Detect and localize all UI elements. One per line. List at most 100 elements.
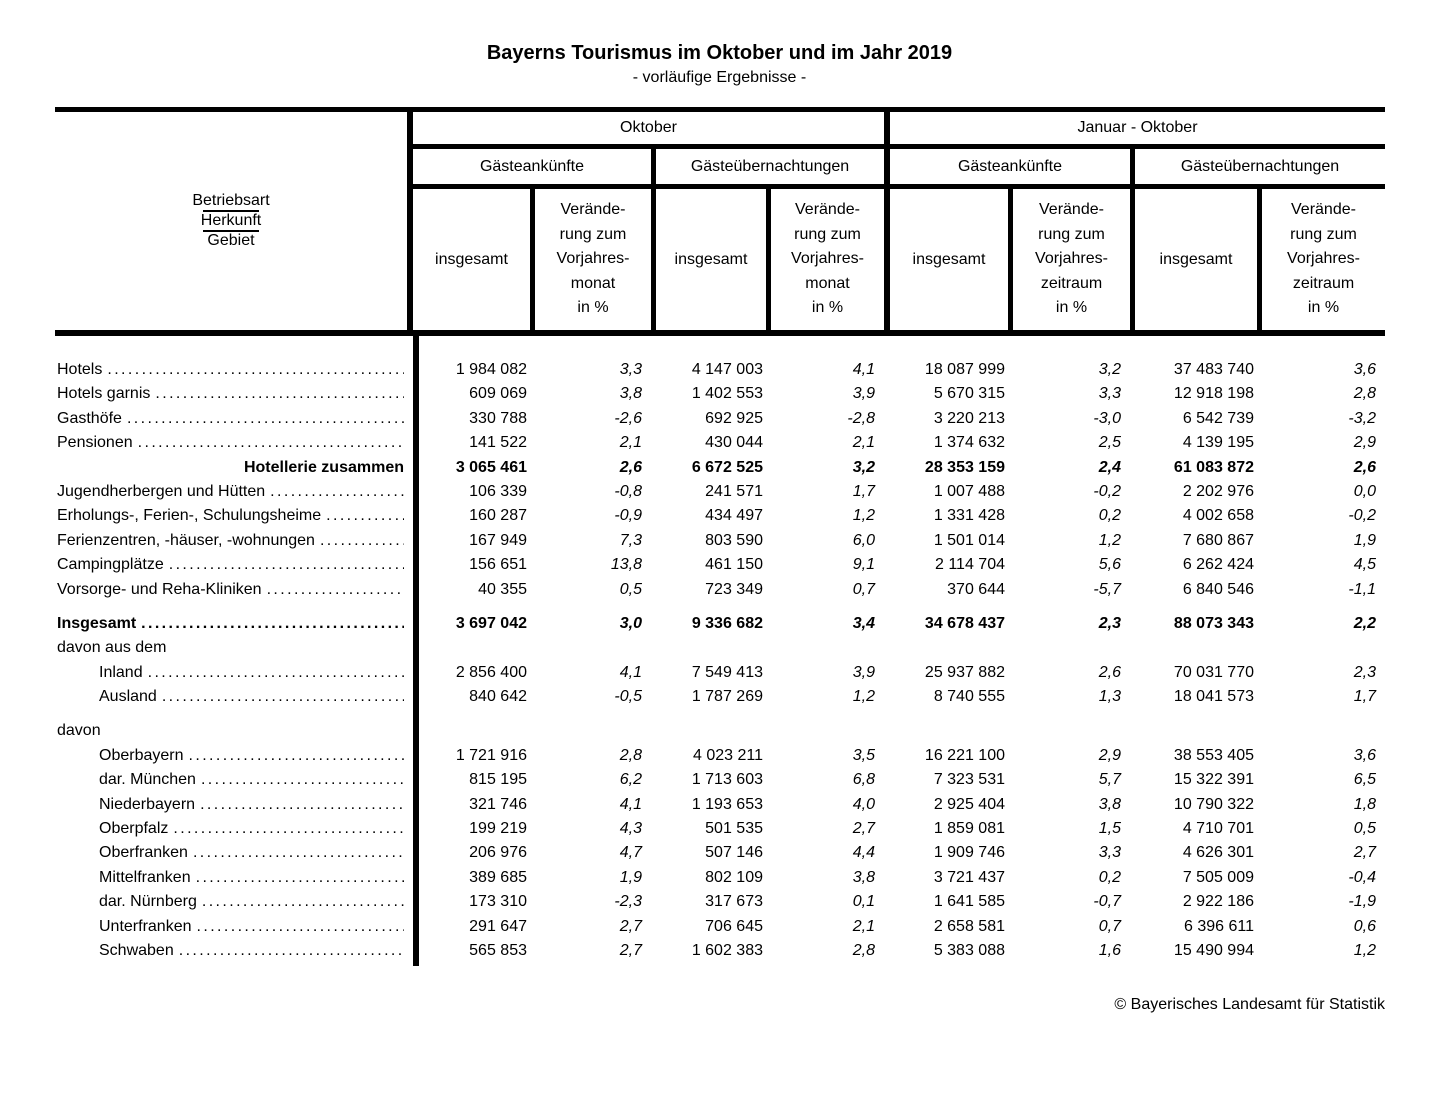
- cell-nights-total-okt: 317 673: [705, 893, 763, 911]
- cell-nights-change-okt: [766, 719, 884, 743]
- cell-nights-total-jan-okt: [1130, 636, 1257, 660]
- cell-nights-change-okt: 2,1: [852, 434, 875, 452]
- row-label-text: davon: [57, 722, 101, 740]
- cell-nights-total-jan-okt: 70 031 770: [1173, 663, 1254, 681]
- row-label: Hotels..................................…: [55, 358, 413, 382]
- cell-arrivals-total-okt: 40 355: [478, 580, 527, 598]
- row-label: Gasthöfe................................…: [55, 407, 413, 431]
- stub-divider-line: [203, 210, 259, 212]
- dot-leader: ........................................…: [201, 893, 404, 911]
- cell-arrivals-total-okt: 199 219: [469, 820, 527, 838]
- cell-arrivals-total-okt: 840 642: [469, 688, 527, 706]
- cell-nights-change-jan-okt: 1,9: [1353, 531, 1376, 549]
- table-row: Ferienzentren, -häuser, -wohnungen......…: [55, 529, 1385, 553]
- cell-arrivals-change-jan-okt: 3,3: [1098, 385, 1121, 403]
- cell-nights-total-jan-okt: 6 542 739: [1182, 409, 1254, 427]
- row-label-text: davon aus dem: [57, 639, 167, 657]
- table-row: Campingplätze...........................…: [55, 553, 1385, 577]
- cell-arrivals-total-jan-okt: 3 220 213: [933, 409, 1005, 427]
- cell-arrivals-change-jan-okt: -0,7: [1093, 893, 1121, 911]
- cell-nights-change-jan-okt: 1,2: [1353, 941, 1376, 959]
- cell-arrivals-total-jan-okt: 1 374 632: [933, 434, 1005, 452]
- cell-nights-change-jan-okt: 3,6: [1353, 746, 1376, 764]
- table-row: Mittelfranken...........................…: [55, 866, 1385, 890]
- metric-header-arrivals-okt: Gästeankünfte: [413, 149, 651, 189]
- cell-nights-change-jan-okt: 2,9: [1353, 434, 1376, 452]
- cell-arrivals-change-okt: 7,3: [619, 531, 642, 549]
- cell-arrivals-change-jan-okt: 2,4: [1098, 458, 1121, 476]
- row-label: Vorsorge- und Reha-Kliniken.............…: [55, 578, 413, 602]
- cell-arrivals-total-okt: 141 522: [469, 434, 527, 452]
- dot-leader: ........................................…: [192, 844, 404, 862]
- cell-nights-total-jan-okt: 7 680 867: [1182, 531, 1254, 549]
- cell-nights-total-jan-okt: 4 626 301: [1182, 844, 1254, 862]
- cell-nights-total-okt: 430 044: [705, 434, 763, 452]
- cell-nights-total-okt: 1 602 383: [691, 941, 763, 959]
- cell-arrivals-change-okt: -0,9: [614, 507, 642, 525]
- cell-arrivals-total-jan-okt: 1 331 428: [933, 507, 1005, 525]
- cell-arrivals-change-okt: -2,6: [614, 409, 642, 427]
- cell-nights-change-jan-okt: 2,3: [1353, 663, 1376, 681]
- cell-nights-change-okt: 1,2: [852, 507, 875, 525]
- cell-nights-total-jan-okt: 15 322 391: [1173, 771, 1254, 789]
- cell-arrivals-total-okt: 156 651: [469, 556, 527, 574]
- cell-nights-change-okt: 0,7: [852, 580, 875, 598]
- cell-arrivals-total-okt: 1 721 916: [455, 746, 527, 764]
- cell-nights-change-okt: 9,1: [852, 556, 875, 574]
- cell-nights-total-okt: 706 645: [705, 917, 763, 935]
- table-row: Unterfranken............................…: [55, 915, 1385, 939]
- row-label-text: Jugendherbergen und Hütten: [57, 482, 266, 500]
- cell-arrivals-total-okt: 2 856 400: [455, 663, 527, 681]
- cell-arrivals-total-jan-okt: 3 721 437: [933, 868, 1005, 886]
- cell-arrivals-change-jan-okt: 0,7: [1098, 917, 1121, 935]
- cell-nights-change-jan-okt: -3,2: [1348, 409, 1376, 427]
- table-row: Ausland.................................…: [55, 685, 1385, 709]
- cell-arrivals-total-jan-okt: 1 501 014: [933, 531, 1005, 549]
- col-header-change: Verände- rung zum Vorjahres- monat in %: [766, 189, 884, 330]
- cell-arrivals-change-jan-okt: 0,2: [1098, 868, 1121, 886]
- table-row: Oberbayern..............................…: [55, 744, 1385, 768]
- cell-arrivals-change-okt: 3,3: [619, 361, 642, 378]
- cell-nights-change-okt: 6,8: [852, 771, 875, 789]
- cell-arrivals-change-jan-okt: 3,2: [1098, 361, 1121, 378]
- row-label: Hotels garnis...........................…: [55, 382, 413, 406]
- cell-arrivals-change-jan-okt: 5,6: [1098, 556, 1121, 574]
- table-row: Oberpfalz...............................…: [55, 817, 1385, 841]
- cell-nights-change-jan-okt: 6,5: [1353, 771, 1376, 789]
- cell-arrivals-change-okt: 4,3: [619, 820, 642, 838]
- row-label-text: Insgesamt: [57, 614, 137, 632]
- cell-nights-total-okt: 1 787 269: [691, 688, 763, 706]
- cell-arrivals-change-jan-okt: 1,5: [1098, 820, 1121, 838]
- cell-arrivals-change-jan-okt: 0,2: [1098, 507, 1121, 525]
- dot-leader: ........................................…: [270, 482, 404, 500]
- table-row: Hotels garnis...........................…: [55, 382, 1385, 406]
- cell-nights-change-okt: 2,1: [852, 917, 875, 935]
- cell-nights-total-okt: [651, 719, 766, 743]
- cell-arrivals-change-okt: 2,1: [619, 434, 642, 452]
- cell-nights-change-okt: [766, 636, 884, 660]
- cell-nights-total-jan-okt: 37 483 740: [1173, 361, 1254, 378]
- cell-arrivals-total-jan-okt: 25 937 882: [924, 663, 1005, 681]
- cell-nights-total-jan-okt: 4 710 701: [1182, 820, 1254, 838]
- row-label-text: Schwaben: [99, 941, 174, 959]
- cell-arrivals-change-jan-okt: [1008, 636, 1130, 660]
- cell-nights-change-jan-okt: 2,8: [1353, 385, 1376, 403]
- col-header-change: Verände- rung zum Vorjahres- monat in %: [530, 189, 651, 330]
- row-label: Unterfranken............................…: [55, 915, 413, 939]
- dot-leader: ........................................…: [319, 531, 404, 549]
- cell-arrivals-total-jan-okt: 34 678 437: [924, 614, 1005, 632]
- cell-nights-change-jan-okt: 0,6: [1353, 917, 1376, 935]
- cell-arrivals-total-jan-okt: 2 925 404: [933, 795, 1005, 813]
- copyright-notice: © Bayerisches Landesamt für Statistik: [1114, 996, 1385, 1014]
- cell-nights-total-okt: 1 713 603: [691, 771, 763, 789]
- col-header-total: insgesamt: [1130, 189, 1257, 330]
- cell-arrivals-total-jan-okt: 1 007 488: [933, 482, 1005, 500]
- cell-arrivals-total-okt: 160 287: [469, 507, 527, 525]
- cell-nights-change-jan-okt: 0,0: [1353, 482, 1376, 500]
- cell-arrivals-change-jan-okt: 5,7: [1098, 771, 1121, 789]
- cell-nights-change-jan-okt: -0,4: [1348, 868, 1376, 886]
- cell-arrivals-change-okt: 0,5: [619, 580, 642, 598]
- row-label: Oberbayern..............................…: [55, 744, 413, 768]
- cell-arrivals-change-okt: 13,8: [610, 556, 642, 574]
- cell-nights-total-okt: [651, 636, 766, 660]
